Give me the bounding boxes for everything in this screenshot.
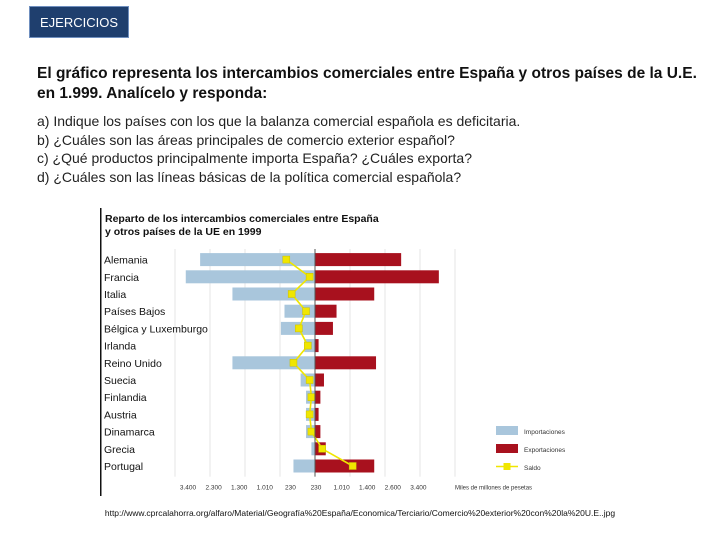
question-d: d) ¿Cuáles son las líneas básicas de la … [37,168,462,185]
export-bar [315,373,324,387]
import-bar [185,270,315,284]
saldo-point [305,410,314,419]
country-label: Reino Unido [104,358,162,370]
saldo-point [307,427,316,436]
trade-chart: Reparto de los intercambios comerciales … [99,208,574,496]
question-a: a) Indique los países con los que la bal… [37,113,521,129]
question-list: a) Indique los países con los que la bal… [37,112,697,186]
x-axis-label: Miles de millones de pesetas [455,486,532,492]
legend-label: Saldo [524,465,541,472]
x-tick-label: 2.600 [385,485,402,492]
export-bar [315,407,319,421]
country-label: Austria [104,409,137,421]
import-bar [284,304,315,318]
country-label: Irlanda [104,341,136,353]
x-tick-label: 1.400 [359,485,376,492]
exercises-tag: EJERCICIOS [29,6,129,38]
country-label: Bélgica y Luxemburgo [104,323,208,335]
export-bar [315,253,402,267]
import-bar [232,356,315,370]
question-b: b) ¿Cuáles son las áreas principales de … [37,131,455,148]
saldo-point [302,307,310,315]
export-bar [315,390,321,404]
saldo-point [304,341,312,350]
saldo-point [282,255,291,264]
import-bar [293,459,315,473]
x-tick-label: 1.010 [333,485,350,492]
import-bar [232,287,315,301]
import-bar [200,253,315,267]
x-tick-label: 1.010 [257,485,274,492]
source-url: http://www.cprcalahorra.org/alfaro/Mater… [104,508,616,518]
export-bar [315,270,439,284]
legend-swatch [496,444,518,453]
x-tick-label: 3.400 [410,485,427,492]
country-label: Alemania [104,255,148,267]
saldo-point [348,462,357,470]
country-label: Suecia [104,375,136,387]
saldo-point [287,290,296,298]
trade-chart-svg: Reparto de los intercambios comerciales … [99,208,574,496]
saldo-point [295,324,303,333]
export-bar [315,339,319,353]
x-tick-label: 230 [311,485,322,492]
export-bar [315,459,375,473]
country-label: Dinamarca [104,427,155,439]
export-bar [315,356,377,370]
legend-swatch-marker [503,463,511,470]
question-c: c) ¿Qué productos principalmente importa… [37,150,472,166]
legend-label: Importaciones [524,429,566,436]
x-tick-label: 1.300 [231,485,248,492]
legend-label: Exportaciones [524,447,566,454]
x-tick-label: 230 [285,485,296,492]
saldo-point [318,445,326,453]
export-bar [315,287,375,301]
saldo-point [289,359,298,367]
country-label: Grecia [104,444,135,456]
chart-title-line1: Reparto de los intercambios comerciales … [105,213,379,225]
country-label: Italia [104,289,126,301]
country-label: Países Bajos [104,306,165,318]
export-bar [315,321,333,335]
export-bar [315,425,321,439]
country-label: Francia [104,272,139,284]
chart-title-line2: y otros países de la UE en 1999 [105,226,262,238]
x-tick-label: 2.300 [205,485,222,492]
saldo-point [305,376,314,384]
country-label: Portugal [104,461,143,473]
x-tick-label: 3.400 [180,485,197,492]
country-label: Finlandia [104,392,147,404]
saldo-point [307,393,316,401]
export-bar [315,304,337,318]
import-bar [311,442,315,456]
legend-swatch [496,426,518,435]
saldo-point [305,273,314,281]
intro-text: El gráfico representa los intercambios c… [37,65,697,102]
